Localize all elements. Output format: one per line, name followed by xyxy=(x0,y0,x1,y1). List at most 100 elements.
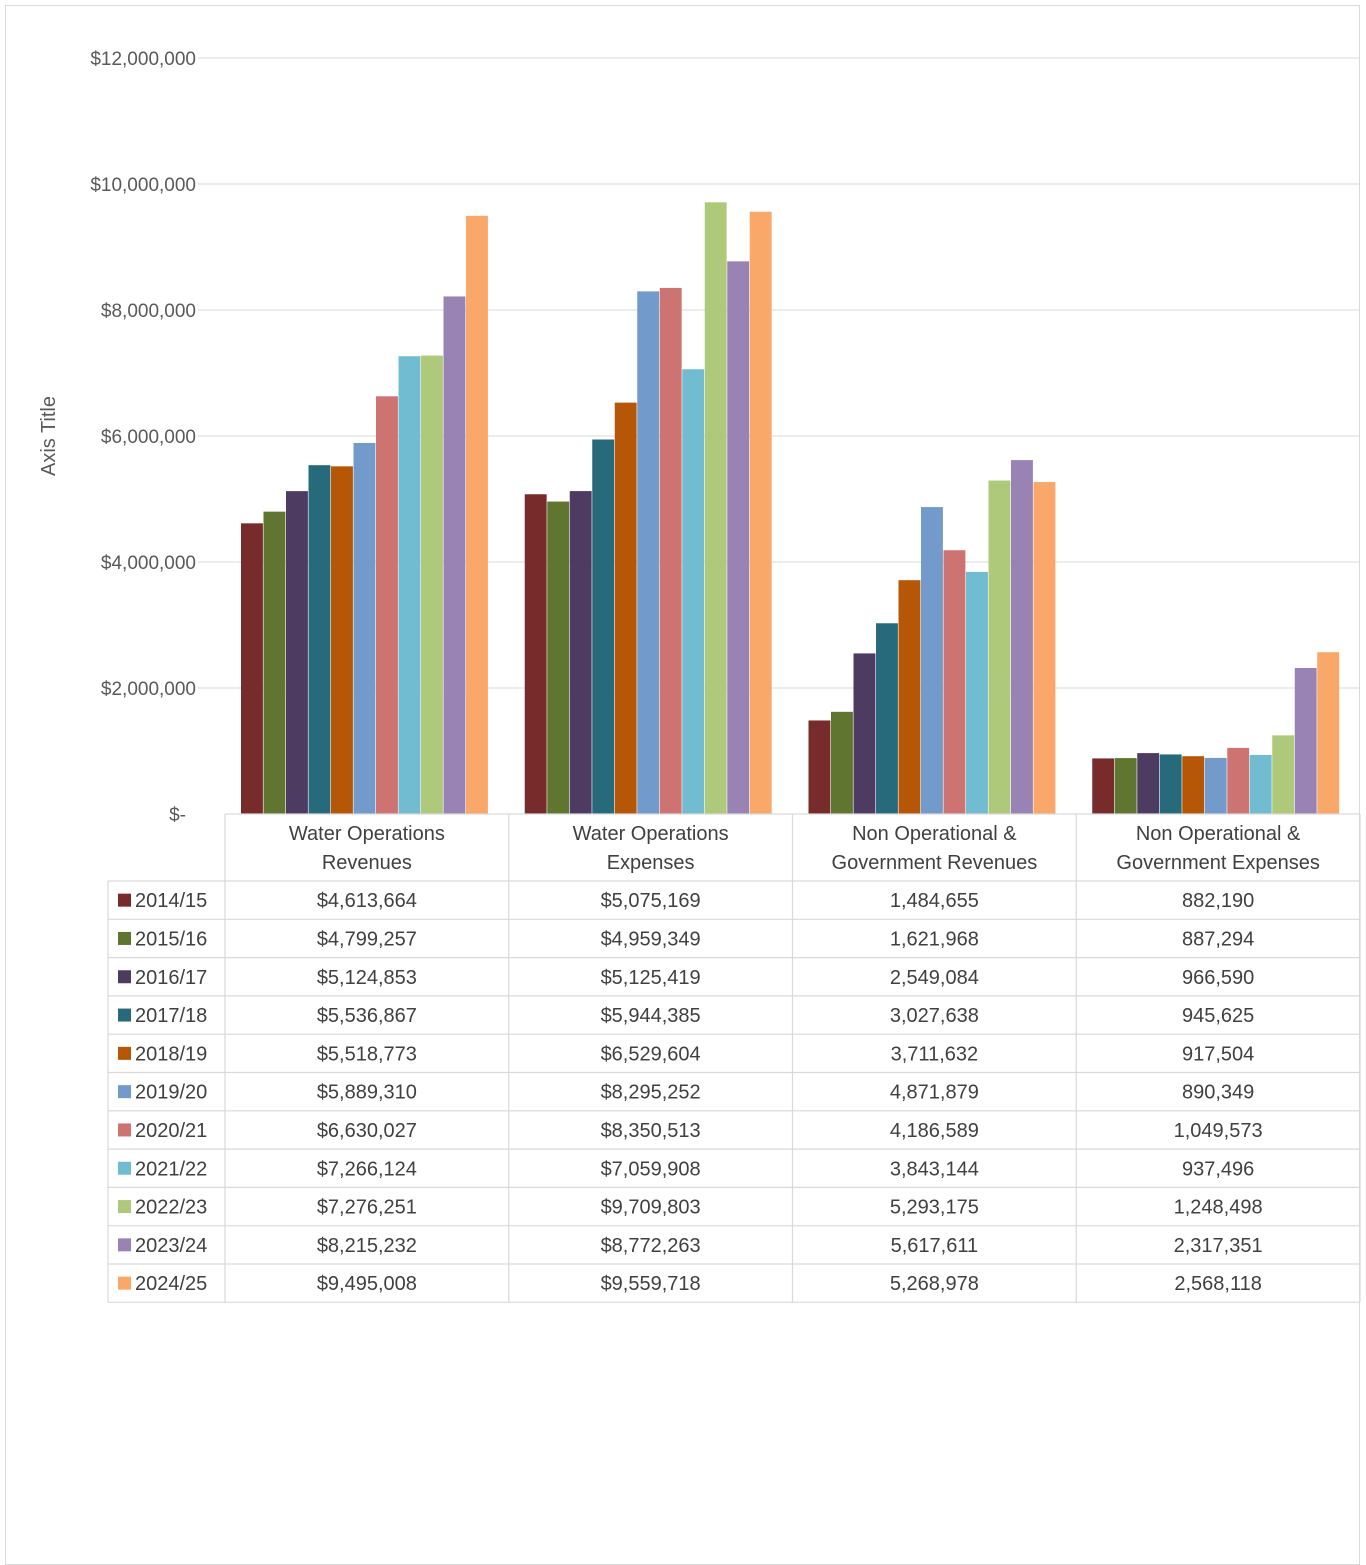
bars xyxy=(241,202,1340,815)
table-cell-value: 5,268,978 xyxy=(890,1273,979,1295)
legend-label: 2023/24 xyxy=(135,1235,207,1257)
bar xyxy=(1092,758,1115,814)
bar xyxy=(286,491,308,814)
legend-label: 2021/22 xyxy=(135,1158,207,1180)
table-cell-value: 882,190 xyxy=(1182,890,1254,912)
bar xyxy=(1011,460,1033,814)
table-cell-value: $4,799,257 xyxy=(317,928,417,950)
table-cell-value: $8,350,513 xyxy=(601,1120,701,1142)
legend-label: 2024/25 xyxy=(135,1273,207,1295)
bar xyxy=(569,491,592,814)
legend-label: 2022/23 xyxy=(135,1197,207,1219)
bar xyxy=(376,396,398,814)
bar xyxy=(682,369,705,814)
category-label: Government Expenses xyxy=(1116,852,1319,874)
table-cell-value: $6,529,604 xyxy=(601,1043,701,1065)
y-tick-label: $12,000,000 xyxy=(90,49,196,70)
legend-swatch xyxy=(118,1085,131,1099)
bar xyxy=(421,355,443,814)
legend-label: 2017/18 xyxy=(135,1005,207,1027)
bar xyxy=(876,623,898,814)
table-cell-value: $7,266,124 xyxy=(317,1158,417,1180)
table-cell-value: 887,294 xyxy=(1182,928,1254,950)
legend-swatch xyxy=(118,1276,131,1290)
table-cell-value: 2,568,118 xyxy=(1174,1273,1262,1295)
legend-swatch xyxy=(118,1161,131,1175)
legend-swatch xyxy=(118,1008,131,1022)
legend-label: 2020/21 xyxy=(135,1120,207,1142)
table-cell-value: 1,248,498 xyxy=(1174,1197,1263,1219)
bar xyxy=(921,507,943,814)
bar xyxy=(831,711,853,814)
legend-swatch xyxy=(118,1046,131,1060)
table-cell-value: $5,518,773 xyxy=(317,1043,417,1065)
bar xyxy=(241,523,263,814)
category-label: Non Operational & xyxy=(852,823,1017,845)
table-cell-value: $8,295,252 xyxy=(601,1082,701,1104)
table-cell-value: $5,125,419 xyxy=(601,967,701,989)
bar xyxy=(1033,482,1056,814)
y-axis-title: Axis Title xyxy=(38,396,60,476)
bar xyxy=(637,291,660,814)
table-cell-value: 937,496 xyxy=(1182,1158,1254,1180)
bar xyxy=(1159,754,1182,814)
bar xyxy=(727,261,750,815)
legend-label: 2014/15 xyxy=(135,890,207,912)
bar xyxy=(614,402,637,814)
y-tick-label: $2,000,000 xyxy=(101,679,196,700)
bar xyxy=(443,296,466,814)
category-label: Revenues xyxy=(322,852,412,874)
bar xyxy=(466,215,488,814)
legend-swatch xyxy=(118,1123,131,1137)
table-cell-value: 5,617,611 xyxy=(891,1235,979,1257)
table-cell-value: 5,293,175 xyxy=(890,1197,979,1219)
bar xyxy=(1317,652,1340,814)
category-label: Water Operations xyxy=(289,823,445,845)
table-cell-value: 3,843,144 xyxy=(890,1158,979,1180)
bar xyxy=(263,511,286,814)
bar xyxy=(308,465,331,814)
table-cell-value: 2,549,084 xyxy=(890,967,979,989)
table-cell-value: $7,276,251 xyxy=(317,1197,417,1219)
legend-swatch xyxy=(118,1238,131,1252)
table-cell-value: $8,772,263 xyxy=(601,1235,701,1257)
legend-label: 2015/16 xyxy=(135,928,207,950)
data-table: Water Operations Revenues Water Operations… xyxy=(107,813,1361,1303)
bar xyxy=(547,501,570,814)
table-cell-value: 1,049,573 xyxy=(1174,1120,1263,1142)
bar xyxy=(988,480,1011,814)
table-cell-value: 890,349 xyxy=(1182,1082,1254,1104)
table-cell-value: 1,484,655 xyxy=(890,890,979,912)
table-cell-value: $9,495,008 xyxy=(317,1273,417,1295)
bar xyxy=(524,494,547,814)
bar xyxy=(808,720,831,814)
table-cell-value: 917,504 xyxy=(1182,1043,1254,1065)
bar xyxy=(331,466,353,814)
y-tick-label: $- xyxy=(169,805,186,826)
legend-label: 2019/20 xyxy=(135,1082,207,1104)
y-tick-label: $10,000,000 xyxy=(90,175,196,196)
table-cell-value: $5,124,853 xyxy=(317,967,417,989)
bar xyxy=(749,211,772,814)
table-cell-value: 945,625 xyxy=(1182,1005,1254,1027)
table-cell-value: $9,709,803 xyxy=(601,1197,701,1219)
legend-label: 2018/19 xyxy=(135,1043,207,1065)
bar xyxy=(1182,756,1205,814)
bar xyxy=(1272,735,1295,814)
table-cell-value: 4,871,879 xyxy=(890,1082,979,1104)
bar xyxy=(1294,668,1317,814)
table-cell-value: $7,059,908 xyxy=(601,1158,701,1180)
legend-swatch xyxy=(118,931,131,945)
table-cell-value: 3,027,638 xyxy=(890,1005,979,1027)
category-label: Expenses xyxy=(607,852,695,874)
bar xyxy=(853,653,876,814)
table-cell-value: $4,959,349 xyxy=(601,928,701,950)
table-cell-value: 1,621,968 xyxy=(890,928,979,950)
legend-swatch xyxy=(118,893,131,907)
category-label: Non Operational & xyxy=(1136,823,1301,845)
y-tick-label: $6,000,000 xyxy=(101,427,196,448)
bar xyxy=(353,442,376,814)
bar xyxy=(1227,747,1250,814)
table-cell-value: $5,075,169 xyxy=(601,890,701,912)
